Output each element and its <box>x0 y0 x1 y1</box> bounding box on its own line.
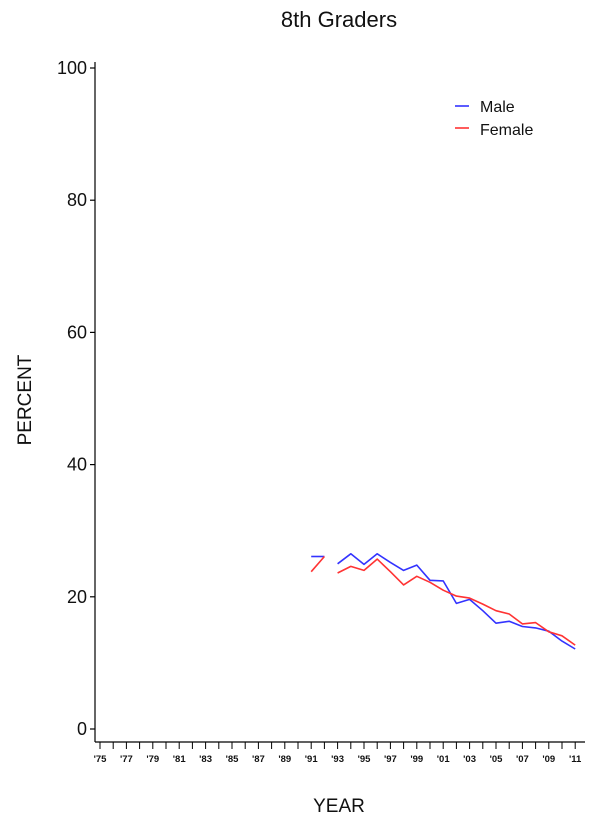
x-tick-label: '97 <box>384 754 397 765</box>
y-tick-label: 20 <box>67 587 87 607</box>
series-line-male <box>337 552 576 650</box>
series-lines <box>310 552 576 650</box>
x-ticks: '75 '77 '79 '81 '83 '85 '87 '89 '91 '93 '95 '97 '99 '… <box>94 742 582 765</box>
y-tick-label: 100 <box>57 58 87 78</box>
x-tick-label: '83 <box>199 754 212 765</box>
x-axis-title: YEAR <box>313 796 365 817</box>
series-line-female <box>310 555 326 573</box>
x-tick-label: '05 <box>490 754 504 765</box>
x-tick-label: '87 <box>252 754 265 765</box>
x-tick-label: '85 <box>226 754 240 765</box>
y-tick-label: 0 <box>77 719 87 739</box>
x-tick-label: '95 <box>358 754 372 765</box>
x-tick-label: '99 <box>410 754 423 765</box>
x-tick-label: '01 <box>437 754 451 765</box>
y-tick-label: 40 <box>67 455 87 475</box>
x-tick-label: '93 <box>331 754 344 765</box>
x-tick-label: '77 <box>120 754 133 765</box>
x-tick-label: '11 <box>569 754 582 765</box>
x-tick-label: '89 <box>278 754 291 765</box>
x-tick-label: '07 <box>516 754 529 765</box>
x-tick-label: '75 <box>94 754 108 765</box>
x-tick-label: '03 <box>463 754 476 765</box>
legend: Male Female <box>455 99 533 139</box>
x-tick-label: '91 <box>305 754 319 765</box>
x-tick-label: '81 <box>173 754 187 765</box>
y-axis-title: PERCENT <box>15 354 36 445</box>
x-tick-label: '09 <box>542 754 555 765</box>
y-tick-label: 80 <box>67 190 87 210</box>
y-tick-label: 60 <box>67 322 87 342</box>
y-ticks: 0 20 40 60 80 100 <box>57 58 95 739</box>
legend-label-male: Male <box>480 99 515 116</box>
x-tick-label: '79 <box>146 754 159 765</box>
legend-label-female: Female <box>480 122 533 139</box>
chart-title: 8th Graders <box>281 7 397 32</box>
series-line-female <box>337 558 576 646</box>
